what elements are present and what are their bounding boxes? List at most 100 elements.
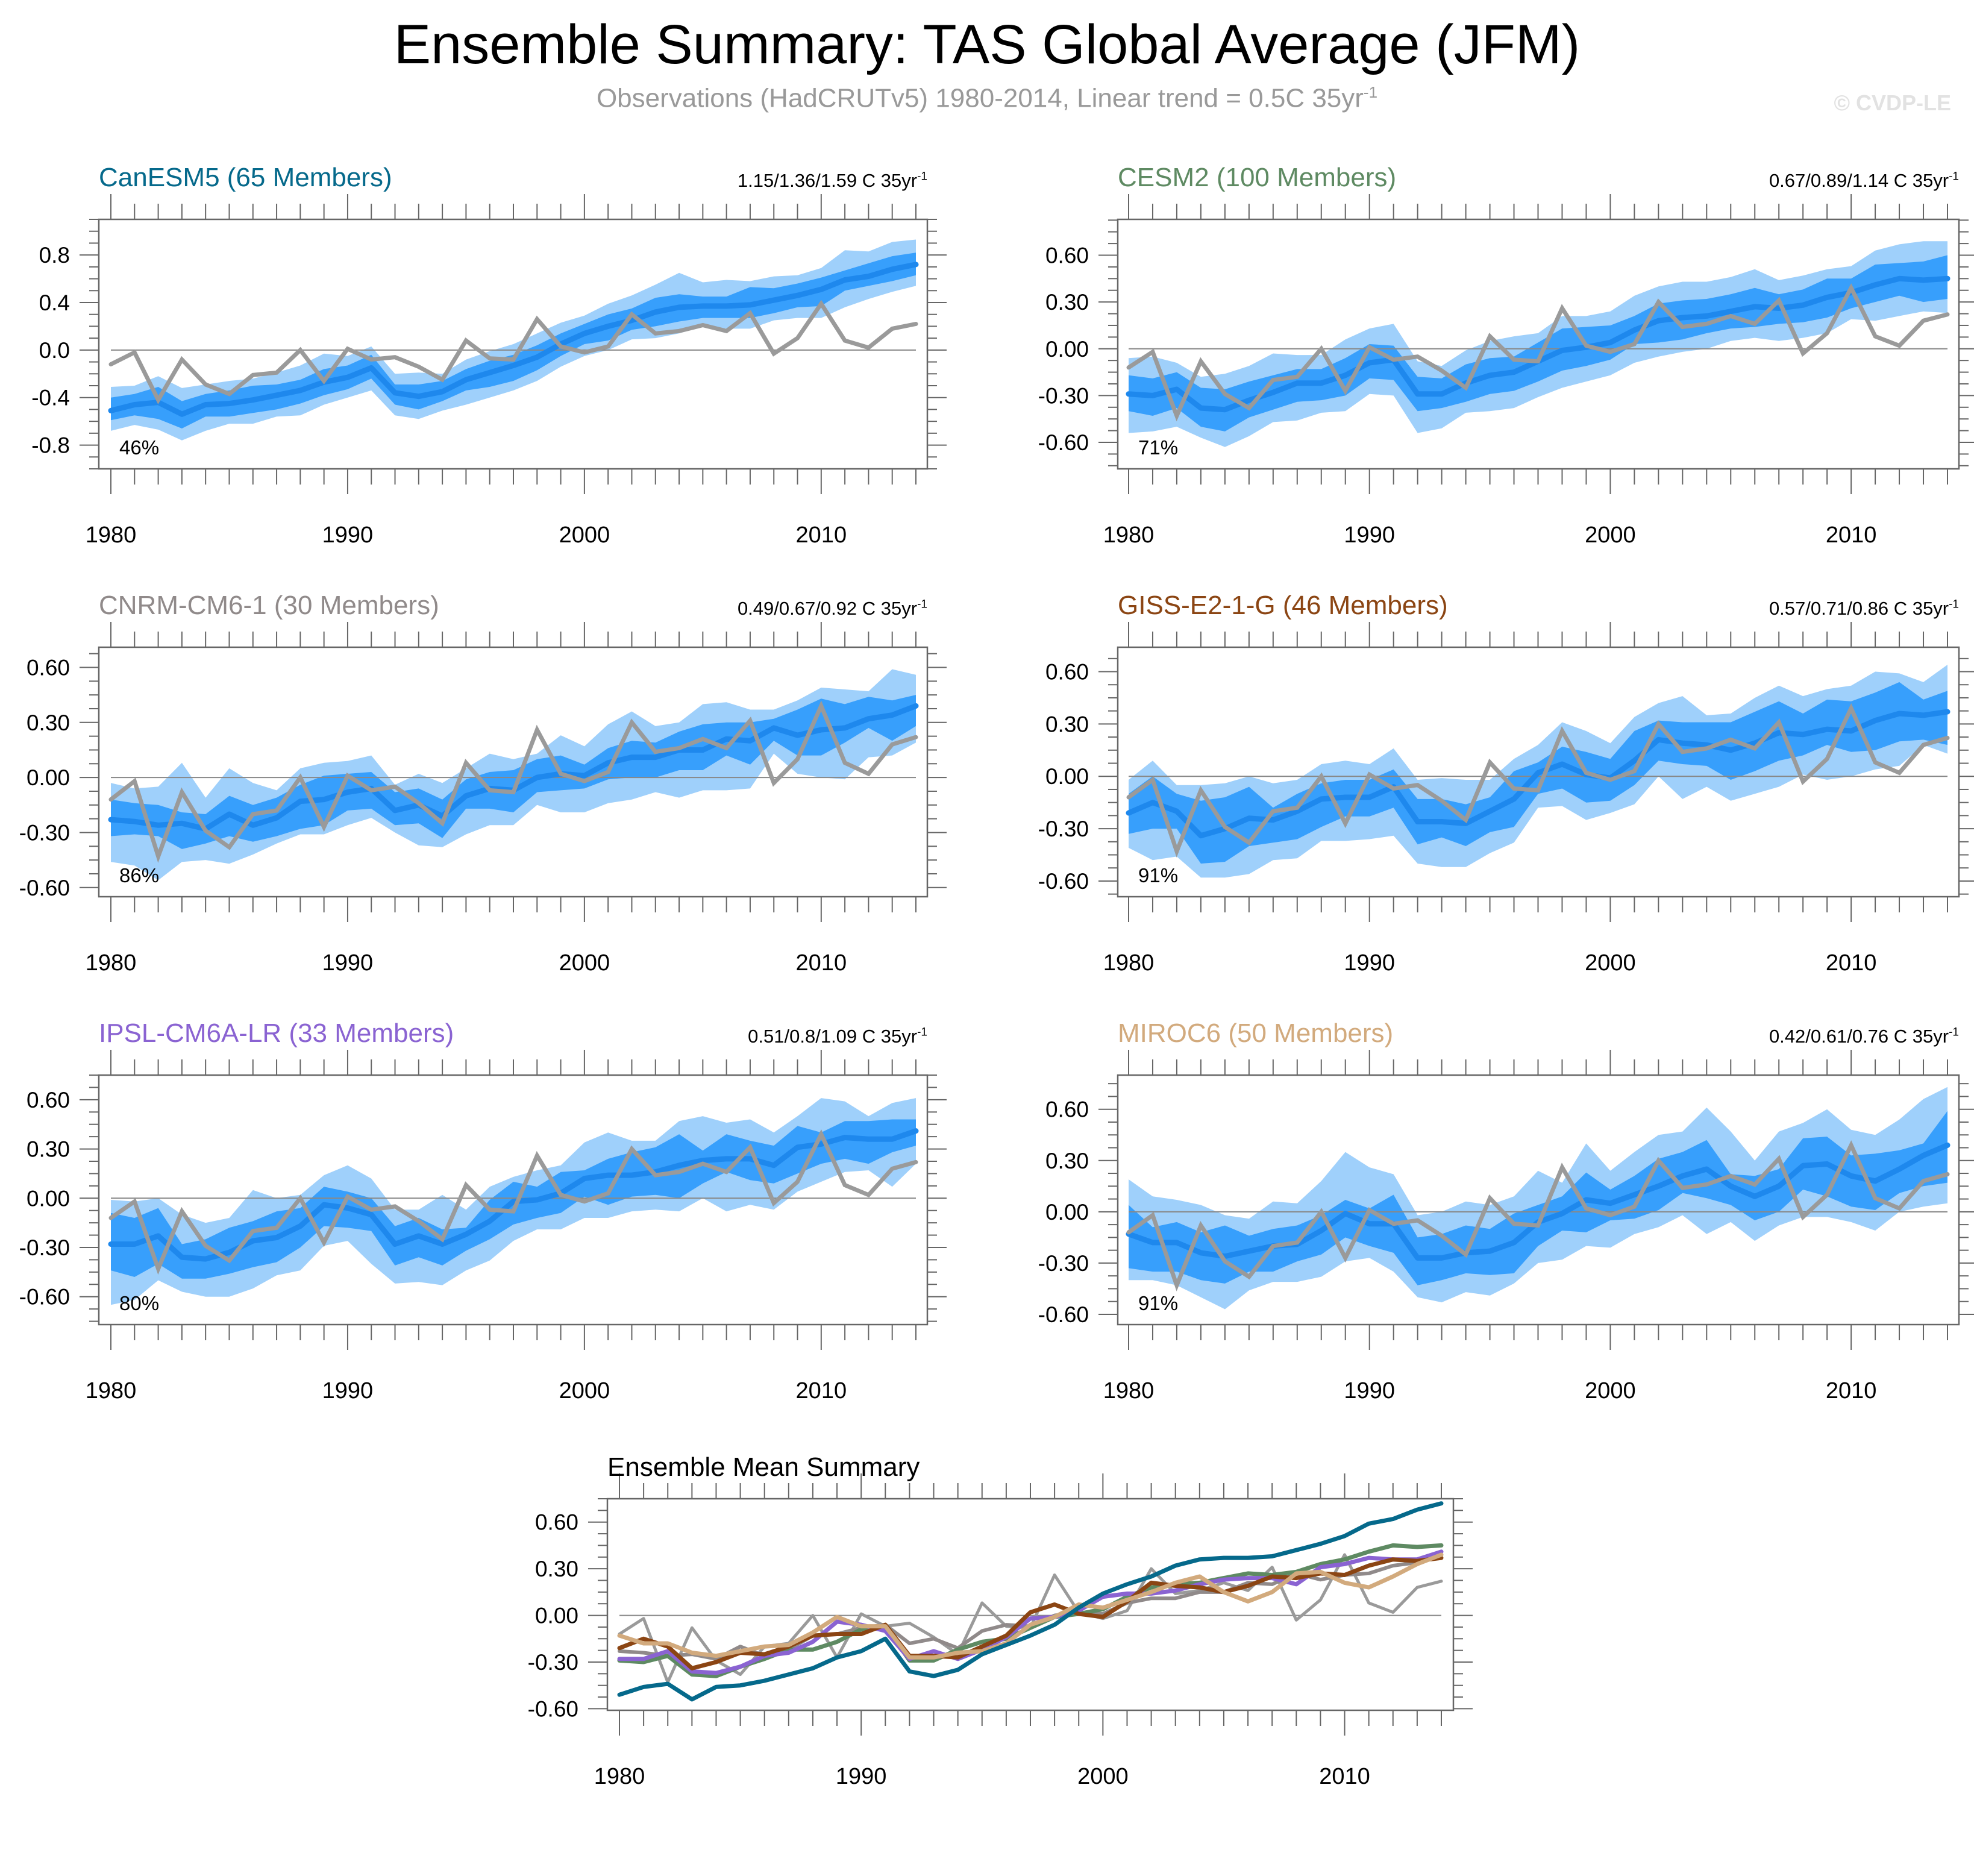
y-tick-label: -0.30	[19, 820, 70, 845]
y-tick-label: 0.30	[535, 1557, 578, 1581]
trend-text: 0.57/0.71/0.86 C 35yr	[1769, 598, 1949, 619]
x-tick-label: 2010	[796, 950, 847, 976]
subtitle-text: Observations (HadCRUTv5) 1980-2014, Line…	[596, 83, 1364, 113]
trend-range-label: 0.67/0.89/1.14 C 35yr-1	[1769, 170, 1959, 192]
y-tick-label: 0.4	[39, 290, 70, 315]
observations-line	[1126, 283, 1950, 422]
y-tick-label: 0.00	[1045, 337, 1089, 362]
inner-spread-band	[1129, 1111, 1947, 1285]
y-tick-label: -0.8	[31, 433, 70, 458]
y-tick-label: -0.60	[19, 1285, 70, 1310]
y-tick-label: -0.30	[19, 1235, 70, 1260]
panel-ipsl-cm6a-lr: 1980 1990 2000 2010 -0.60 -0.30 0.00 0.30 0.60 80…	[19, 1050, 947, 1404]
y-tick-label: 0.8	[39, 243, 70, 268]
panel-canesm5: 1980 1990 2000 2010 -0.8 -0.4 0.0 0.4 0.8 46%	[31, 194, 947, 548]
panel-miroc6: 1980 1990 2000 2010 -0.60 -0.30 0.00 0.30 0.60 91…	[1038, 1050, 1974, 1404]
x-tick-label: 2010	[1826, 950, 1877, 976]
percentile-rank-label: 91%	[1138, 864, 1178, 886]
y-tick-label: -0.4	[31, 386, 70, 410]
y-tick-label: -0.60	[1038, 869, 1089, 894]
ensemble-mean-line	[108, 262, 919, 417]
y-tick-label: 0.0	[39, 338, 70, 363]
y-tick-label: 0.00	[27, 765, 70, 790]
trend-superscript: -1	[917, 170, 927, 183]
inner-spread-band	[1129, 255, 1947, 431]
x-tick-label: 2010	[1826, 522, 1877, 548]
y-tick-label: -0.60	[528, 1696, 578, 1721]
x-tick-label: 1980	[1103, 1378, 1155, 1404]
plot-frame	[98, 218, 929, 470]
trend-text: 0.42/0.61/0.76 C 35yr	[1769, 1026, 1949, 1047]
x-tick-label: 1980	[86, 1378, 137, 1404]
x-tick-label: 2010	[1319, 1764, 1370, 1789]
x-tick-label: 1980	[1103, 522, 1155, 548]
y-tick-label: 0.30	[1045, 290, 1089, 315]
panel-title: CNRM-CM6-1 (30 Members)	[99, 591, 439, 620]
x-tick-label: 1980	[1103, 950, 1155, 976]
x-tick-label: 1990	[322, 522, 374, 548]
outer-spread-band	[1129, 1087, 1947, 1310]
panel-title: GISS-E2-1-G (46 Members)	[1118, 591, 1448, 620]
x-tick-label: 1990	[836, 1764, 887, 1789]
x-tick-label: 1990	[322, 950, 374, 976]
percentile-rank-label: 80%	[119, 1292, 159, 1314]
x-tick-label: 1980	[86, 950, 137, 976]
x-tick-label: 1990	[1344, 1378, 1395, 1404]
watermark: © CVDP-LE	[1834, 90, 1951, 115]
percentile-rank-label: 86%	[119, 864, 159, 886]
x-tick-label: 1980	[86, 522, 137, 548]
panel-title: MIROC6 (50 Members)	[1118, 1018, 1394, 1048]
trend-range-label: 0.57/0.71/0.86 C 35yr-1	[1769, 598, 1959, 620]
y-tick-label: -0.30	[1038, 817, 1089, 841]
trend-text: 0.67/0.89/1.14 C 35yr	[1769, 170, 1949, 191]
panel-title: CESM2 (100 Members)	[1118, 163, 1397, 192]
inner-spread-band	[111, 695, 916, 849]
x-tick-label: 2000	[1585, 522, 1636, 548]
trend-text: 1.15/1.36/1.59 C 35yr	[737, 170, 918, 191]
x-tick-label: 2000	[559, 1378, 610, 1404]
y-tick-label: 0.60	[1045, 1097, 1089, 1122]
subtitle-superscript: -1	[1363, 83, 1378, 101]
y-tick-label: -0.60	[1038, 1302, 1089, 1327]
y-tick-label: 0.30	[1045, 712, 1089, 736]
trend-superscript: -1	[917, 1026, 927, 1039]
x-tick-label: 1990	[1344, 950, 1395, 976]
panel-giss-e2-1-g: 1980 1990 2000 2010 -0.60 -0.30 0.00 0.30 0.60 91…	[1038, 622, 1974, 976]
x-tick-label: 1990	[1344, 522, 1395, 548]
observations-line	[108, 300, 918, 405]
y-tick-label: -0.60	[19, 876, 70, 900]
panel-cnrm-cm6-1: 1980 1990 2000 2010 -0.60 -0.30 0.00 0.30 0.60 86…	[19, 622, 947, 976]
y-tick-label: 0.30	[1045, 1149, 1089, 1173]
x-tick-label: 2010	[1826, 1378, 1877, 1404]
y-tick-label: 0.00	[27, 1186, 70, 1211]
y-tick-label: 0.60	[1045, 660, 1089, 685]
y-tick-label: 0.00	[1045, 1200, 1089, 1225]
trend-superscript: -1	[1949, 1026, 1959, 1039]
trend-range-label: 0.42/0.61/0.76 C 35yr-1	[1769, 1026, 1959, 1047]
x-tick-label: 2000	[1585, 1378, 1636, 1404]
percentile-rank-label: 46%	[119, 436, 159, 459]
y-tick-label: -0.30	[1038, 383, 1089, 408]
y-tick-label: -0.60	[1038, 430, 1089, 455]
trend-range-label: 0.51/0.8/1.09 C 35yr-1	[748, 1026, 927, 1047]
y-tick-label: -0.30	[528, 1650, 578, 1675]
observations-line	[1126, 1140, 1950, 1291]
summary-title: Ensemble Mean Summary	[607, 1452, 920, 1482]
y-tick-label: 0.30	[27, 711, 70, 735]
panel-ensemble-mean-summary: 1980 1990 2000 2010 -0.60 -0.30 0.00 0.30 0.60	[528, 1473, 1473, 1789]
x-tick-label: 1980	[594, 1764, 645, 1789]
y-tick-label: 0.60	[27, 1088, 70, 1112]
observations-line	[108, 700, 918, 863]
series-line-miroc6	[617, 1552, 1444, 1660]
trend-text: 0.51/0.8/1.09 C 35yr	[748, 1026, 918, 1047]
panel-title: CanESM5 (65 Members)	[99, 163, 392, 192]
observations-line	[108, 1129, 918, 1275]
figure-subtitle: Observations (HadCRUTv5) 1980-2014, Line…	[0, 83, 1974, 114]
series-line-canesm5	[617, 1501, 1444, 1702]
x-tick-label: 2010	[796, 522, 847, 548]
x-tick-label: 2010	[796, 1378, 847, 1404]
trend-superscript: -1	[1949, 598, 1959, 611]
x-tick-label: 2000	[1077, 1764, 1129, 1789]
trend-superscript: -1	[1949, 170, 1959, 183]
percentile-rank-label: 91%	[1138, 1292, 1178, 1314]
